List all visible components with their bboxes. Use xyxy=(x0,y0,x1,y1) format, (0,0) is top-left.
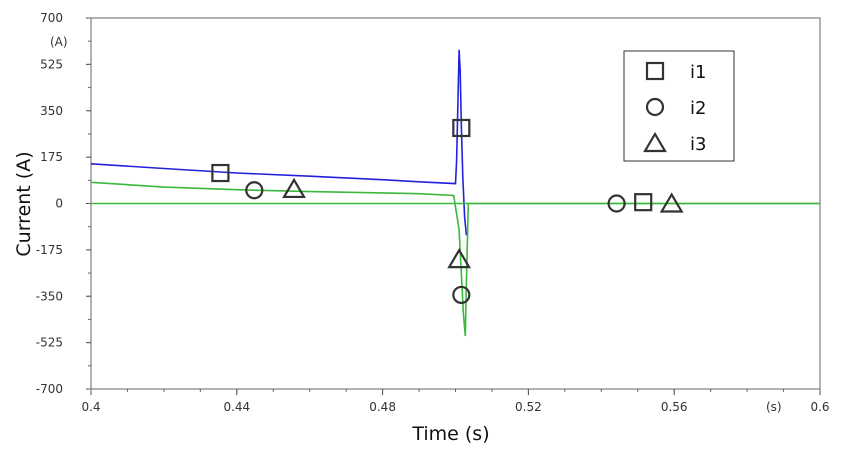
x-tick-label: 0.44 xyxy=(223,400,250,414)
marker-i3 xyxy=(659,192,684,213)
series-layer xyxy=(90,49,820,337)
x-tick-label: 0.48 xyxy=(369,400,396,414)
legend-items: i1 i2 i3 xyxy=(643,61,706,155)
legend-marker-i2 xyxy=(645,97,665,117)
axis-layer: 700 525 350 175 0 -175 -350 -525 -700 0.4 0.44 0.48… xyxy=(36,11,830,414)
marker-i2 xyxy=(245,181,264,200)
y-tick-label: 350 xyxy=(40,104,63,118)
y-unit-label: (A) xyxy=(50,35,68,49)
x-unit-label: (s) xyxy=(766,400,782,414)
x-tick-label: 0.56 xyxy=(661,400,688,414)
marker-i2 xyxy=(607,194,626,213)
y-tick-label: -525 xyxy=(36,336,63,350)
y-tick-label: -700 xyxy=(36,382,63,396)
y-axis-title: Current (A) xyxy=(13,151,35,256)
series-line-i2 xyxy=(90,181,820,337)
marker-i2 xyxy=(452,285,471,305)
marker-layer xyxy=(211,118,684,305)
marker-i1 xyxy=(211,163,230,183)
y-tick-label: 700 xyxy=(40,11,63,25)
series-line-i1 xyxy=(90,49,468,236)
marker-i3 xyxy=(447,247,472,269)
legend-label-i2: i2 xyxy=(690,98,706,119)
legend-marker-i1 xyxy=(645,61,665,81)
x-tick-label: 0.6 xyxy=(810,400,829,414)
legend-label-i1: i1 xyxy=(690,62,706,83)
marker-i1 xyxy=(634,193,653,212)
y-tick-label: 0 xyxy=(55,197,63,211)
x-axis-title: Time (s) xyxy=(411,423,489,445)
legend-marker-i3 xyxy=(643,131,667,153)
marker-i3 xyxy=(282,177,306,199)
legend-label-i3: i3 xyxy=(690,134,706,155)
y-tick-label: -175 xyxy=(36,243,63,257)
legend: i1 i2 i3 xyxy=(623,50,735,162)
x-tick-label: 0.52 xyxy=(515,400,542,414)
x-tick-label: 0.4 xyxy=(81,400,100,414)
y-tick-label: 525 xyxy=(40,57,63,71)
marker-i1 xyxy=(452,118,471,138)
y-tick-label: -350 xyxy=(36,289,63,303)
y-tick-label: 175 xyxy=(40,150,63,164)
legend-box xyxy=(623,50,735,162)
